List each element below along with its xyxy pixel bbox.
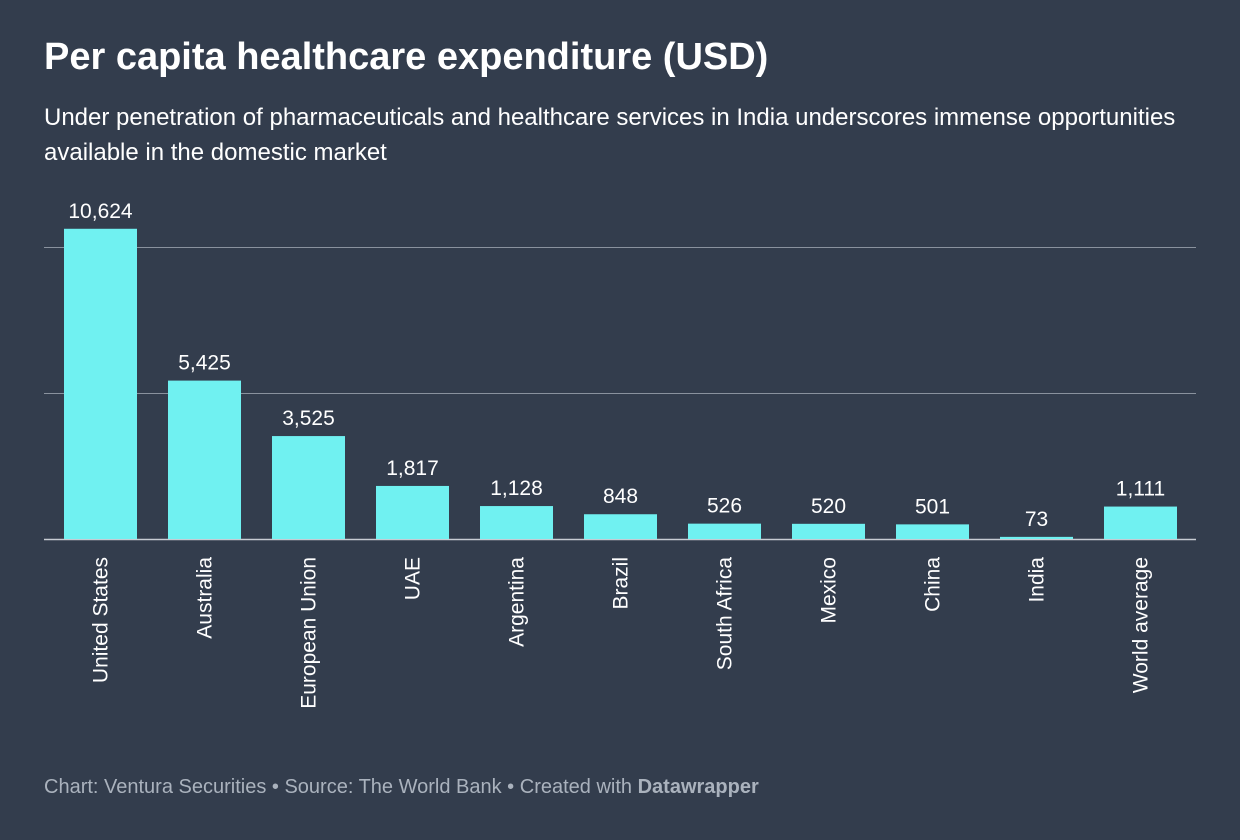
category-labels: United States Australia European Union UAE A… [90,557,1153,709]
category-label: United States [90,557,113,683]
value-label: 73 [1025,508,1048,531]
bar-brazil [584,514,657,539]
bar-south-africa [688,523,761,539]
category-label: Brazil [610,557,633,610]
chart-title: Per capita healthcare expenditure (USD) [44,36,769,78]
value-label: 1,817 [386,457,439,480]
chart-subtitle: Under penetration of pharmaceuticals and… [44,104,1176,166]
value-label: 5,425 [178,352,231,375]
source-note: Source: The World Bank [284,776,502,798]
category-label: South Africa [714,557,737,671]
value-label: 526 [707,495,742,518]
bar-united-states [64,228,137,539]
bar-australia [168,380,241,539]
category-label: China [922,557,945,612]
bar-uae [376,485,449,539]
bar-world-average [1104,506,1177,539]
bars [64,228,1177,539]
category-label: European Union [298,557,321,709]
value-label: 520 [811,495,846,518]
bar-mexico [792,523,865,539]
value-labels: 10,624 5,425 3,525 1,817 1,128 848 526 520 501 73… [68,200,1165,531]
chart-credit: Chart: Ventura Securities [44,776,267,798]
footer-separator: • [266,776,285,798]
value-label: 1,128 [490,477,543,500]
bar-china [896,524,969,539]
bar-argentina [480,506,553,539]
category-label: UAE [402,557,425,600]
category-label: India [1026,557,1049,603]
category-label: Australia [194,557,217,639]
value-label: 3,525 [282,407,335,430]
category-label: Mexico [818,557,841,624]
bar-european-union [272,436,345,539]
chart-footer: Chart: Ventura Securities • Source: The … [44,772,759,802]
datawrapper-link[interactable]: Datawrapper [637,776,759,798]
value-label: 848 [603,485,638,508]
value-label: 1,111 [1116,478,1165,501]
value-label: 10,624 [68,200,133,223]
value-label: 501 [915,495,950,518]
category-label: Argentina [506,557,529,647]
category-label: World average [1130,557,1153,693]
bar-india [1000,536,1073,539]
footer-separator: • [501,776,520,798]
created-with-text: Created with [519,776,638,798]
